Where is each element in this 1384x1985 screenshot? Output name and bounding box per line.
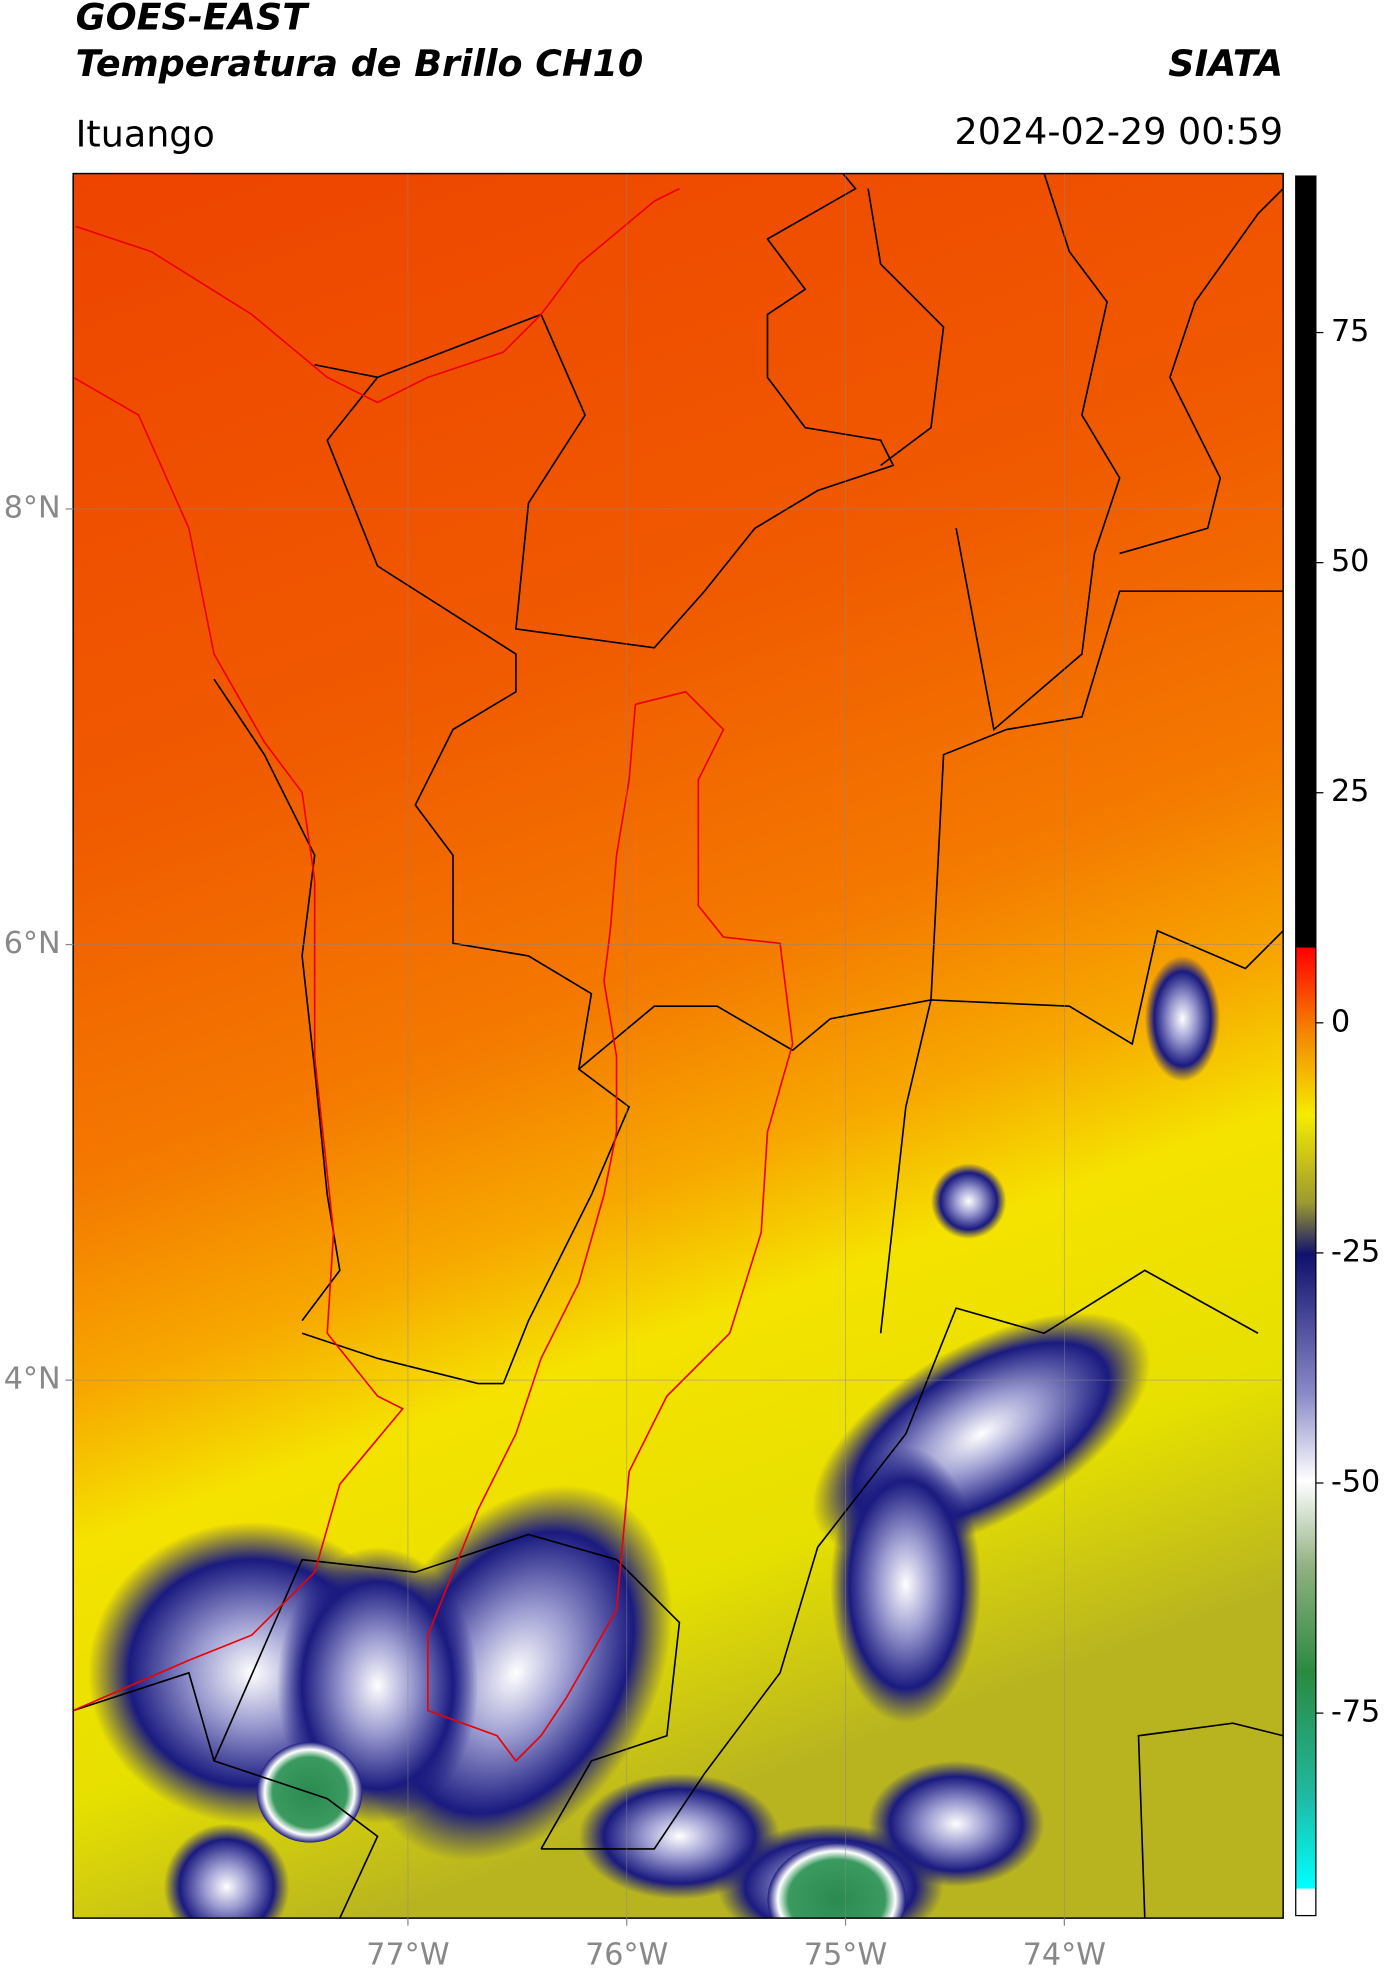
coastline: [73, 187, 794, 1763]
colorbar-tick-label: 75: [1331, 314, 1369, 349]
datetime: 2024-02-29 00:59: [955, 110, 1284, 153]
map-frame: [72, 172, 1284, 1919]
location: Ituango: [76, 112, 215, 155]
x-tick-label: 76°W: [585, 1937, 668, 1972]
x-tick-label: 75°W: [804, 1937, 887, 1972]
x-tick-label: 77°W: [366, 1937, 449, 1972]
colorbar-tick-label: 50: [1331, 544, 1369, 579]
subtitle: Temperatura de Brillo CH10: [76, 42, 644, 85]
colorbar-tick-label: 0: [1331, 1004, 1350, 1039]
colorbar: [1295, 175, 1317, 1917]
borders: [73, 173, 1284, 1919]
y-tick-label: 6°N: [4, 926, 61, 961]
colorbar-tick-label: -50: [1331, 1465, 1380, 1500]
satellite-image: [73, 173, 1284, 1919]
colorbar-tick-label: -75: [1331, 1695, 1380, 1730]
y-tick-label: 8°N: [4, 490, 61, 525]
colorbar-tick-label: 25: [1331, 774, 1369, 809]
source: SIATA: [1168, 42, 1283, 85]
x-tick-label: 74°W: [1023, 1937, 1106, 1972]
y-tick-label: 4°N: [4, 1362, 61, 1397]
title: GOES-EAST: [76, 0, 311, 38]
colorbar-tick-label: -25: [1331, 1234, 1380, 1269]
